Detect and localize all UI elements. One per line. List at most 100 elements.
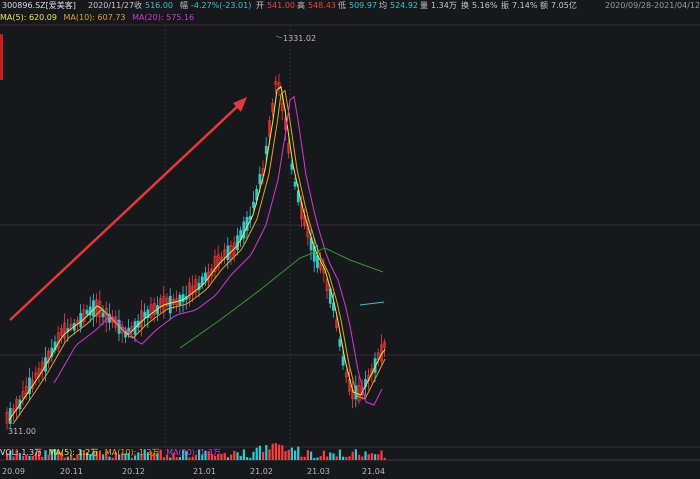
volume-value: 1.34万 [431,1,457,10]
candle [194,274,198,297]
candle-body [226,245,230,261]
volume-bar [207,451,210,460]
candle-body [268,120,271,137]
volume-bar [82,450,85,460]
candle [376,348,380,367]
candle [287,138,291,159]
volume-bar [274,443,277,460]
volume-bar [66,456,69,460]
volume-bar [370,453,373,460]
candle-body [28,377,31,395]
volume-bar [127,453,130,460]
volume-bar [258,445,261,460]
ma10-legend: MA(10): 607.73 [63,13,126,22]
candle-body [98,300,102,318]
candle-body [264,145,268,155]
candle [149,297,153,322]
volume-bar [217,453,220,460]
candle [95,293,99,324]
volume-bar [92,451,95,460]
volume-bars [6,443,386,460]
volume-bar [34,452,37,460]
volume-bar [214,455,217,460]
volume-bar [319,456,322,460]
volume-bar [175,457,178,460]
min-price-label: 311.00 [8,427,36,436]
volume-bar [255,447,258,460]
candle-body [344,372,348,378]
candle-body [207,271,211,283]
volume-bar [130,457,133,460]
candle [159,294,163,314]
symbol: 300896.SZ[爱美客] [2,1,76,10]
volume-bar [338,449,341,460]
volume-bar [210,454,213,460]
volume-bar [150,451,153,460]
candle-body [152,303,156,316]
candle-body [216,254,220,268]
volume-bar [146,452,149,460]
candlesticks [5,74,387,430]
candle [60,324,63,344]
volume-bar [265,445,268,460]
candle [104,301,108,333]
amount-value: 7.05亿 [551,1,577,10]
candle-body [325,279,329,291]
candle [335,315,339,332]
candle-body [85,309,89,315]
candle-body [47,350,51,364]
ma5-legend: MA(5): 620.09 [0,13,57,22]
x-tick-label: 21.03 [307,467,330,476]
volume-bar [310,451,313,460]
candle [236,227,239,256]
x-tick-label: 21.01 [193,467,216,476]
volume-bar [114,452,117,460]
volume-bar [76,454,79,460]
high-label: 高 [297,1,305,10]
date-range: 2020/09/28-2021/04/12 [605,1,700,10]
candle-body [79,312,83,328]
candle [252,190,255,211]
volume-bar [108,456,111,460]
volume-bar [342,456,345,460]
candle-body [338,339,342,347]
volume-bar [306,450,309,460]
low-label: 低 [338,1,346,10]
ma20-line [53,95,383,406]
volume-bar [367,454,370,460]
candle-body [104,307,108,323]
volume-bar [41,456,44,460]
quote-header: 300896.SZ[爱美客] 2020/11/27 收 516.00 幅 -4.… [0,0,700,12]
candle [383,338,387,357]
volume-bar [95,451,98,460]
candle-body [236,235,239,251]
candle [5,407,9,430]
x-tick-label: 20.09 [2,467,25,476]
candle [223,242,227,264]
volume-bar [60,451,63,460]
volume-bar [287,449,290,460]
volume-bar [380,450,383,460]
volume-bar [70,454,73,460]
candle-body [21,391,25,399]
candle-body [252,201,255,208]
candle [140,300,143,337]
candle [364,370,367,396]
candle-body [24,386,28,395]
candle-body [82,309,86,323]
volume-bar [313,457,316,460]
candle-body [5,411,9,424]
candle-body [143,311,147,319]
volume-bar [233,450,236,460]
candle [85,304,89,318]
candle [264,137,268,162]
candle-body [341,356,345,366]
volume-bar [185,451,188,460]
open-value: 541.00 [267,1,295,10]
volume-bar [15,449,18,460]
candle [274,75,278,95]
candle [136,314,140,333]
volume-bar [246,457,249,460]
candle-body [124,331,127,338]
